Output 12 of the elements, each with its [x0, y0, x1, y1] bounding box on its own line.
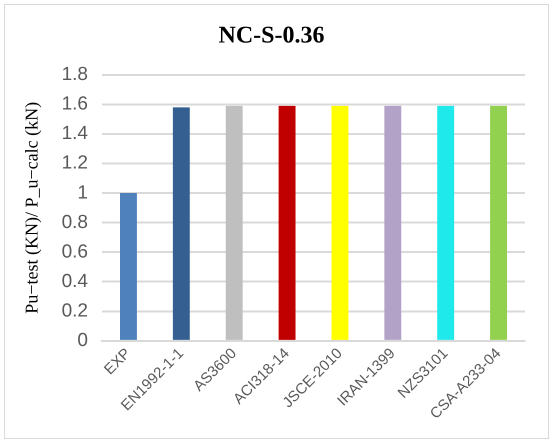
- y-tick-label: 1.2: [62, 152, 88, 174]
- y-tick-label: 1.6: [62, 94, 88, 115]
- y-tick-label: 0.2: [62, 300, 88, 322]
- y-tick-label: 1.8: [62, 64, 88, 86]
- y-tick-label: 1.4: [62, 123, 88, 144]
- y-tick-label: 1: [77, 182, 88, 204]
- y-axis-title: Pu−test (KN)/ P_u−calc (kN): [22, 102, 42, 314]
- y-tick-label: 0.6: [62, 241, 88, 262]
- chart-title: NC-S-0.36: [218, 22, 324, 49]
- y-tick-label: 0.4: [62, 270, 88, 292]
- y-tick-label: 0.8: [62, 212, 88, 233]
- y-tick-label: 0: [77, 330, 88, 352]
